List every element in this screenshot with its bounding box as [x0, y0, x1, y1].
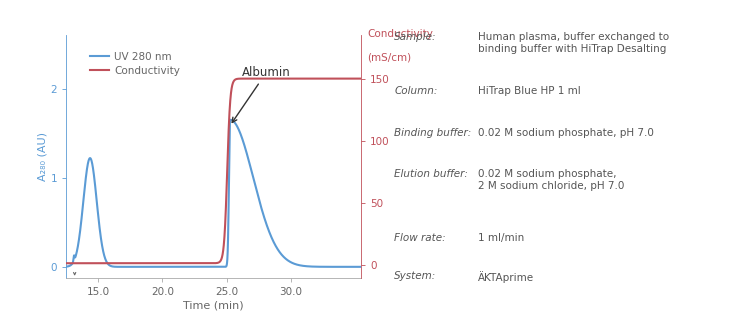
Text: Binding buffer:: Binding buffer:	[394, 128, 472, 137]
Y-axis label: A₂₈₀ (AU): A₂₈₀ (AU)	[38, 132, 48, 181]
Text: Human plasma, buffer exchanged to
binding buffer with HiTrap Desalting: Human plasma, buffer exchanged to bindin…	[478, 32, 668, 54]
Text: System:: System:	[394, 271, 436, 281]
Text: Elution buffer:: Elution buffer:	[394, 169, 468, 179]
Text: 1 ml/min: 1 ml/min	[478, 233, 524, 243]
Text: Flow rate:: Flow rate:	[394, 233, 446, 243]
X-axis label: Time (min): Time (min)	[184, 301, 244, 311]
Text: 0.02 M sodium phosphate, pH 7.0: 0.02 M sodium phosphate, pH 7.0	[478, 128, 654, 137]
Text: Albumin: Albumin	[232, 66, 290, 122]
Text: HiTrap Blue HP 1 ml: HiTrap Blue HP 1 ml	[478, 86, 580, 96]
Text: (mS/cm): (mS/cm)	[367, 53, 411, 63]
Text: Column:: Column:	[394, 86, 438, 96]
Legend: UV 280 nm, Conductivity: UV 280 nm, Conductivity	[86, 48, 184, 80]
Text: Conductivity: Conductivity	[367, 29, 433, 39]
Text: 0.02 M sodium phosphate,
2 M sodium chloride, pH 7.0: 0.02 M sodium phosphate, 2 M sodium chlo…	[478, 169, 624, 191]
Text: ÄKTAprime: ÄKTAprime	[478, 271, 534, 283]
Text: Sample:: Sample:	[394, 32, 437, 42]
